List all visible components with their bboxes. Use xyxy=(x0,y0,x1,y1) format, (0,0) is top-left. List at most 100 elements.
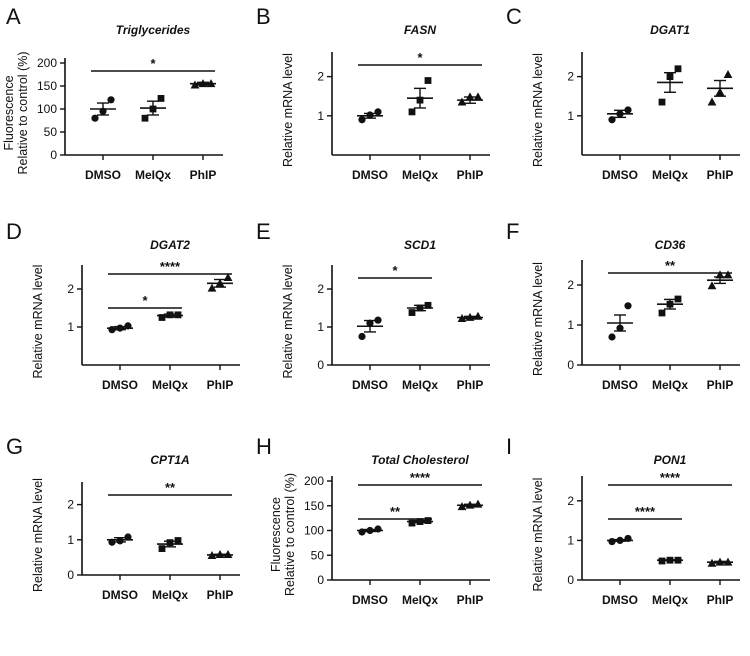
y-tick-label: 1 xyxy=(567,533,574,547)
panel-letter: C xyxy=(506,4,522,29)
data-point xyxy=(707,97,717,106)
data-point xyxy=(666,300,674,308)
data-point xyxy=(158,545,166,552)
category-label-dmso: DMSO xyxy=(602,378,638,392)
panel-letter: A xyxy=(6,4,21,29)
data-point xyxy=(158,314,166,321)
data-point xyxy=(658,557,666,565)
data-point xyxy=(473,92,483,101)
significance-label: **** xyxy=(160,259,181,274)
data-point xyxy=(107,96,115,104)
y-tick-label: 1 xyxy=(67,320,74,334)
category-label-meiqx: MeIQx xyxy=(652,168,688,182)
data-point xyxy=(215,549,225,558)
data-point xyxy=(215,278,225,287)
panel-title: CPT1A xyxy=(150,453,189,467)
data-point xyxy=(223,549,233,558)
y-tick-label: 100 xyxy=(37,102,57,116)
category-label-phip: PhIP xyxy=(190,168,217,182)
y-tick-label: 50 xyxy=(44,125,58,139)
panel-letter: I xyxy=(506,434,512,459)
data-point xyxy=(715,270,725,279)
panel-f: F CD36 Relative mRNA level 0 1 2 DMSO MeIQx PhIP… xyxy=(506,219,740,392)
y-tick-label: 0 xyxy=(567,358,574,372)
data-point xyxy=(366,111,374,119)
y-tick-label: 2 xyxy=(317,282,324,296)
data-point xyxy=(616,536,624,545)
significance-label: * xyxy=(417,50,423,65)
category-label-meiqx: MeIQx xyxy=(402,168,438,182)
data-point xyxy=(408,108,416,116)
y-tick-label: 1 xyxy=(567,318,574,332)
data-point xyxy=(666,73,674,80)
y-tick-label: 2 xyxy=(567,278,574,292)
data-point xyxy=(723,270,733,279)
y-tick-label: 200 xyxy=(37,56,57,70)
panel-b: B FASN Relative mRNA level 1 2 DMSO MeIQx PhIP * xyxy=(256,4,490,182)
category-label-phip: PhIP xyxy=(207,588,234,602)
data-point xyxy=(624,302,632,310)
category-label-meiqx: MeIQx xyxy=(152,378,188,392)
significance-label: * xyxy=(392,263,398,278)
category-label-meiqx: MeIQx xyxy=(402,593,438,607)
y-axis-label: Relative mRNA level xyxy=(531,478,545,592)
panel-g: G CPT1A Relative mRNA level 0 1 2 DMSO MeIQx PhI… xyxy=(6,434,240,602)
category-label-phip: PhIP xyxy=(707,593,734,607)
significance-label: **** xyxy=(635,504,656,519)
data-point xyxy=(674,556,682,564)
panel-letter: B xyxy=(256,4,271,29)
y-tick-label: 0 xyxy=(317,358,324,372)
panel-letter: H xyxy=(256,434,272,459)
data-point xyxy=(124,322,132,330)
data-point xyxy=(91,114,99,122)
category-label-dmso: DMSO xyxy=(352,378,388,392)
panel-c: C DGAT1 Relative mRNA level 1 2 DMSO MeIQx PhIP xyxy=(506,4,740,182)
data-point xyxy=(116,324,124,332)
data-point xyxy=(366,526,374,535)
data-point xyxy=(124,533,132,541)
data-point xyxy=(624,106,632,114)
data-point xyxy=(223,273,233,281)
panel-i: I PON1 Relative mRNA level 0 1 2 DMSO MeIQx PhIP… xyxy=(506,434,740,607)
data-point xyxy=(666,556,674,564)
significance-label: **** xyxy=(410,470,431,485)
data-point xyxy=(174,311,182,319)
category-label-meiqx: MeIQx xyxy=(652,378,688,392)
panel-h: H Total Cholesterol Fluorescence Relative t… xyxy=(256,434,490,607)
data-point xyxy=(457,314,467,323)
category-label-meiqx: MeIQx xyxy=(152,588,188,602)
data-point xyxy=(358,528,366,536)
data-point xyxy=(707,558,717,567)
category-label-dmso: DMSO xyxy=(102,378,138,392)
data-point xyxy=(416,304,424,312)
panel-letter: G xyxy=(6,434,23,459)
category-label-dmso: DMSO xyxy=(85,168,121,182)
panel-title: SCD1 xyxy=(404,238,436,252)
data-point xyxy=(207,551,217,560)
panel-title: PON1 xyxy=(654,453,687,467)
category-label-phip: PhIP xyxy=(457,378,484,392)
panel-letter: F xyxy=(506,219,519,244)
category-label-phip: PhIP xyxy=(457,168,484,182)
data-point xyxy=(141,114,149,122)
y-tick-label: 0 xyxy=(67,568,74,582)
data-point xyxy=(616,324,624,332)
panel-letter: D xyxy=(6,219,22,244)
y-tick-label: 150 xyxy=(37,79,57,93)
y-axis-label: Relative mRNA level xyxy=(531,262,545,376)
category-label-phip: PhIP xyxy=(457,593,484,607)
y-axis-label: Relative to control (%) xyxy=(16,52,30,175)
y-axis-label: Relative mRNA level xyxy=(31,478,45,592)
data-point xyxy=(374,108,382,116)
panel-a: A Triglycerides Fluorescence Relative to co… xyxy=(2,4,223,182)
y-tick-label: 1 xyxy=(317,109,324,123)
data-point xyxy=(723,70,733,79)
category-label-dmso: DMSO xyxy=(602,168,638,182)
data-point xyxy=(457,502,467,511)
y-axis-label: Fluorescence xyxy=(269,497,283,572)
data-point xyxy=(465,92,475,101)
y-tick-label: 1 xyxy=(67,533,74,547)
y-tick-label: 2 xyxy=(317,70,324,84)
data-point xyxy=(674,65,682,73)
y-tick-label: 2 xyxy=(67,282,74,296)
